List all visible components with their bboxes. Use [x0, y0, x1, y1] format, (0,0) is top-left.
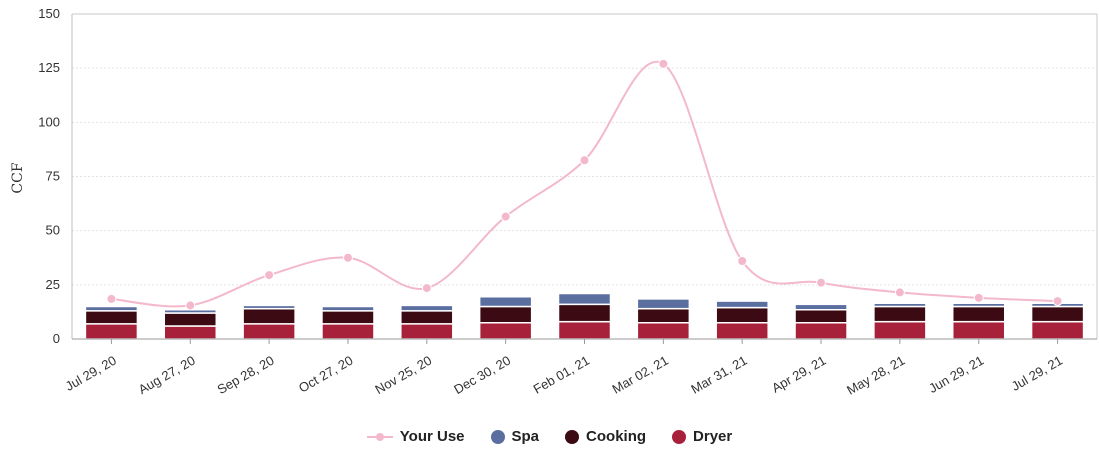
y-tick-label: 150: [38, 6, 60, 21]
legend-label-spa: Spa: [511, 428, 540, 445]
x-tick-label: May 28, 21: [844, 353, 907, 398]
bar-cooking: [400, 310, 454, 325]
bar-spa: [557, 292, 612, 306]
bar-spa: [84, 305, 139, 312]
x-tick-label: Aug 27, 20: [136, 353, 198, 397]
your-use-point: [342, 252, 353, 263]
bar-spa: [951, 302, 1006, 308]
bar-dryer: [636, 322, 691, 340]
bar-dryer: [794, 322, 848, 340]
bar-dryer: [478, 322, 533, 340]
legend-item-your-use[interactable]: Your Use: [366, 428, 465, 445]
bar-dryer: [400, 323, 454, 340]
bar-dryer: [951, 320, 1006, 340]
your-use-line: [111, 60, 1058, 308]
bar-cooking: [84, 310, 139, 325]
bar-dryer: [715, 322, 769, 340]
legend: Your Use Spa Cooking Dryer: [0, 428, 1099, 445]
bar-cooking: [873, 305, 927, 323]
bar-dryer: [873, 320, 927, 340]
x-tick-label: Dec 30, 20: [451, 353, 513, 397]
x-tick-label: Mar 02, 21: [610, 353, 671, 397]
bar-spa: [636, 298, 691, 310]
x-tick-label: Jun 29, 21: [926, 353, 986, 396]
y-tick-label: 100: [38, 114, 60, 129]
your-use-point: [816, 277, 827, 288]
your-use-point: [421, 283, 432, 294]
legend-label-your-use: Your Use: [399, 428, 465, 445]
bar-cooking: [557, 303, 612, 323]
x-tick-label: Nov 25, 20: [372, 353, 434, 397]
circle-marker-icon: [672, 429, 687, 444]
bar-cooking: [1030, 305, 1085, 323]
bar-dryer: [1030, 320, 1085, 340]
bar-spa: [873, 302, 927, 308]
bar-spa: [321, 305, 375, 312]
your-use-point: [185, 300, 196, 311]
bar-spa: [478, 296, 533, 308]
bar-series-group: [84, 292, 1085, 340]
legend-item-cooking[interactable]: Cooking: [565, 428, 646, 445]
bar-cooking: [951, 305, 1006, 323]
your-use-point: [500, 211, 511, 222]
legend-label-dryer: Dryer: [693, 428, 733, 445]
your-use-point: [106, 293, 117, 304]
y-tick-label: 75: [46, 169, 60, 184]
bar-cooking: [163, 312, 218, 327]
your-use-point: [737, 256, 748, 266]
bar-spa: [794, 303, 848, 311]
circle-marker-icon: [565, 429, 580, 444]
line-marker-icon: [366, 430, 393, 444]
y-tick-label: 50: [46, 223, 60, 238]
bar-cooking: [794, 309, 848, 324]
bar-cooking: [242, 307, 296, 325]
legend-label-cooking: Cooking: [586, 428, 647, 445]
bar-cooking: [636, 307, 691, 324]
bar-dryer: [557, 320, 612, 340]
y-axis-title: CCF: [10, 162, 26, 193]
bar-spa: [715, 300, 769, 309]
grid-lines: [72, 13, 1098, 339]
your-use-point: [894, 287, 905, 298]
x-tick-label: Oct 27, 20: [296, 353, 355, 396]
x-tick-label: Feb 01, 21: [531, 353, 592, 397]
legend-item-spa[interactable]: Spa: [490, 428, 540, 445]
chart-plot: 0 25 50 75 100 125 150 Jul 29, 20 Aug 27, 20 Sep …: [10, 6, 1098, 398]
y-tick-label: 25: [46, 277, 60, 292]
circle-marker-icon: [490, 429, 505, 444]
bar-dryer: [321, 323, 375, 340]
line-series-group: [106, 58, 1063, 311]
y-tick-label: 125: [38, 60, 60, 75]
bar-spa: [400, 304, 454, 312]
axes: 0 25 50 75 100 125 150 Jul 29, 20 Aug 27, 20 Sep …: [38, 6, 1097, 398]
y-tick-label: 0: [53, 331, 60, 346]
bar-spa: [242, 304, 296, 310]
x-tick-label: Sep 28, 20: [215, 353, 277, 397]
your-use-point: [579, 155, 590, 166]
x-tick-label: Apr 29, 21: [769, 353, 828, 396]
bar-dryer: [242, 323, 296, 340]
your-use-point: [264, 270, 275, 281]
x-tick-label: Jul 29, 21: [1009, 353, 1065, 394]
your-use-point: [658, 58, 669, 69]
x-tick-label: Jul 29, 20: [63, 353, 119, 394]
your-use-point: [1052, 296, 1063, 307]
legend-item-dryer[interactable]: Dryer: [672, 428, 732, 445]
bar-cooking: [321, 310, 375, 325]
bar-cooking: [478, 305, 533, 324]
bar-dryer: [84, 323, 139, 340]
your-use-point: [973, 292, 984, 303]
x-tick-label: Mar 31, 21: [688, 353, 749, 397]
bar-dryer: [163, 325, 218, 340]
bar-cooking: [715, 306, 769, 324]
